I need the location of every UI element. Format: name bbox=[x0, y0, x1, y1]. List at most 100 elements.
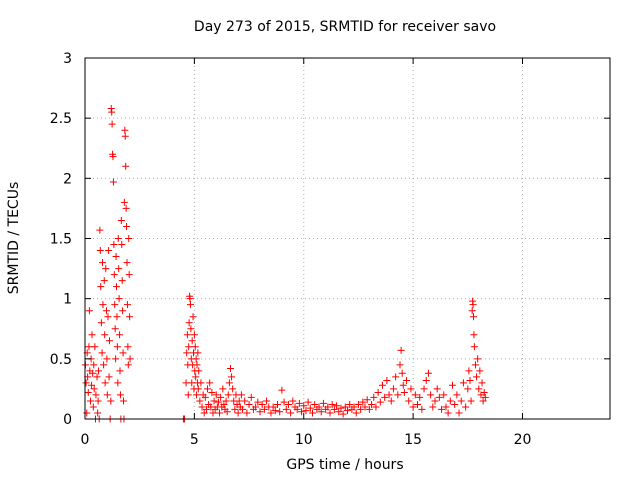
data-point bbox=[216, 409, 224, 417]
data-point bbox=[194, 349, 202, 357]
data-point bbox=[354, 401, 362, 409]
data-point bbox=[202, 405, 210, 413]
data-point bbox=[196, 397, 204, 405]
data-point bbox=[324, 403, 332, 411]
data-point bbox=[209, 409, 217, 417]
data-point bbox=[469, 301, 477, 309]
data-point bbox=[433, 385, 441, 393]
data-point bbox=[457, 397, 465, 405]
data-point bbox=[302, 407, 310, 415]
data-point bbox=[431, 397, 439, 405]
data-point bbox=[350, 403, 358, 411]
data-point bbox=[287, 409, 295, 417]
data-point bbox=[420, 385, 428, 393]
data-point bbox=[344, 407, 351, 415]
data-point bbox=[200, 409, 208, 417]
data-point bbox=[186, 295, 194, 303]
data-point bbox=[409, 403, 417, 411]
data-point bbox=[125, 271, 133, 279]
data-point bbox=[442, 403, 450, 411]
plot-frame bbox=[84, 57, 611, 420]
data-point bbox=[440, 391, 448, 399]
data-point bbox=[214, 398, 222, 406]
data-point bbox=[224, 391, 232, 399]
data-point bbox=[91, 343, 99, 351]
data-point bbox=[470, 331, 478, 339]
data-point bbox=[284, 401, 292, 409]
data-point bbox=[328, 401, 336, 409]
data-point bbox=[109, 178, 117, 186]
data-point bbox=[212, 391, 220, 399]
data-point bbox=[123, 222, 131, 230]
data-point bbox=[397, 346, 405, 354]
data-point bbox=[83, 409, 91, 417]
data-point bbox=[365, 405, 373, 413]
data-point bbox=[88, 331, 96, 339]
data-point bbox=[198, 403, 206, 411]
data-point bbox=[341, 403, 349, 411]
data-point bbox=[193, 391, 201, 399]
data-point bbox=[195, 367, 203, 375]
data-point bbox=[185, 319, 193, 327]
x-tick-label: 5 bbox=[190, 432, 199, 448]
data-point bbox=[260, 405, 268, 413]
data-point bbox=[100, 361, 108, 369]
data-point bbox=[113, 283, 120, 291]
data-point bbox=[121, 132, 129, 140]
data-point bbox=[189, 313, 197, 321]
data-point bbox=[427, 391, 435, 399]
data-point bbox=[94, 397, 102, 405]
data-point bbox=[220, 401, 228, 409]
data-point bbox=[120, 198, 128, 206]
data-point bbox=[317, 408, 325, 416]
data-point bbox=[89, 369, 97, 377]
data-point bbox=[122, 204, 130, 212]
data-point bbox=[122, 162, 130, 170]
data-point bbox=[119, 349, 127, 357]
data-point bbox=[100, 277, 108, 285]
grid-lines bbox=[85, 58, 610, 419]
y-tick-label: 1 bbox=[63, 292, 72, 308]
data-point bbox=[453, 391, 461, 399]
data-point bbox=[326, 409, 334, 417]
data-point bbox=[101, 331, 109, 339]
data-point bbox=[231, 405, 239, 413]
data-point bbox=[357, 405, 365, 413]
data-point bbox=[258, 401, 266, 409]
data-point bbox=[85, 343, 93, 351]
data-point bbox=[416, 393, 424, 401]
data-point bbox=[126, 313, 134, 321]
data-point bbox=[113, 313, 121, 321]
data-point bbox=[192, 355, 200, 363]
data-point bbox=[93, 373, 101, 381]
data-point bbox=[352, 409, 360, 417]
data-point bbox=[109, 153, 117, 161]
data-point bbox=[201, 393, 209, 401]
data-point bbox=[479, 397, 487, 405]
data-point bbox=[223, 408, 231, 416]
data-point bbox=[94, 409, 102, 417]
data-point bbox=[271, 407, 279, 415]
data-point bbox=[403, 376, 411, 384]
data-point bbox=[116, 367, 124, 375]
data-point bbox=[119, 307, 127, 315]
data-point bbox=[96, 226, 104, 234]
data-point bbox=[396, 361, 404, 369]
data-point bbox=[88, 381, 96, 389]
data-point bbox=[309, 409, 316, 417]
data-point bbox=[99, 259, 106, 267]
data-point bbox=[124, 343, 132, 351]
data-point bbox=[311, 401, 319, 409]
data-point bbox=[184, 391, 192, 399]
data-point bbox=[124, 361, 132, 369]
data-point bbox=[459, 379, 467, 387]
data-point bbox=[476, 367, 484, 375]
data-point bbox=[85, 307, 93, 315]
data-point bbox=[429, 403, 437, 411]
data-point bbox=[106, 337, 113, 345]
data-point bbox=[183, 349, 191, 357]
data-point bbox=[102, 307, 110, 315]
data-point bbox=[95, 367, 103, 375]
data-point bbox=[225, 379, 233, 387]
data-point bbox=[126, 355, 134, 363]
